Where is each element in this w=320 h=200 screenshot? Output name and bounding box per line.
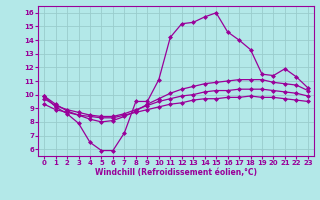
X-axis label: Windchill (Refroidissement éolien,°C): Windchill (Refroidissement éolien,°C) <box>95 168 257 177</box>
